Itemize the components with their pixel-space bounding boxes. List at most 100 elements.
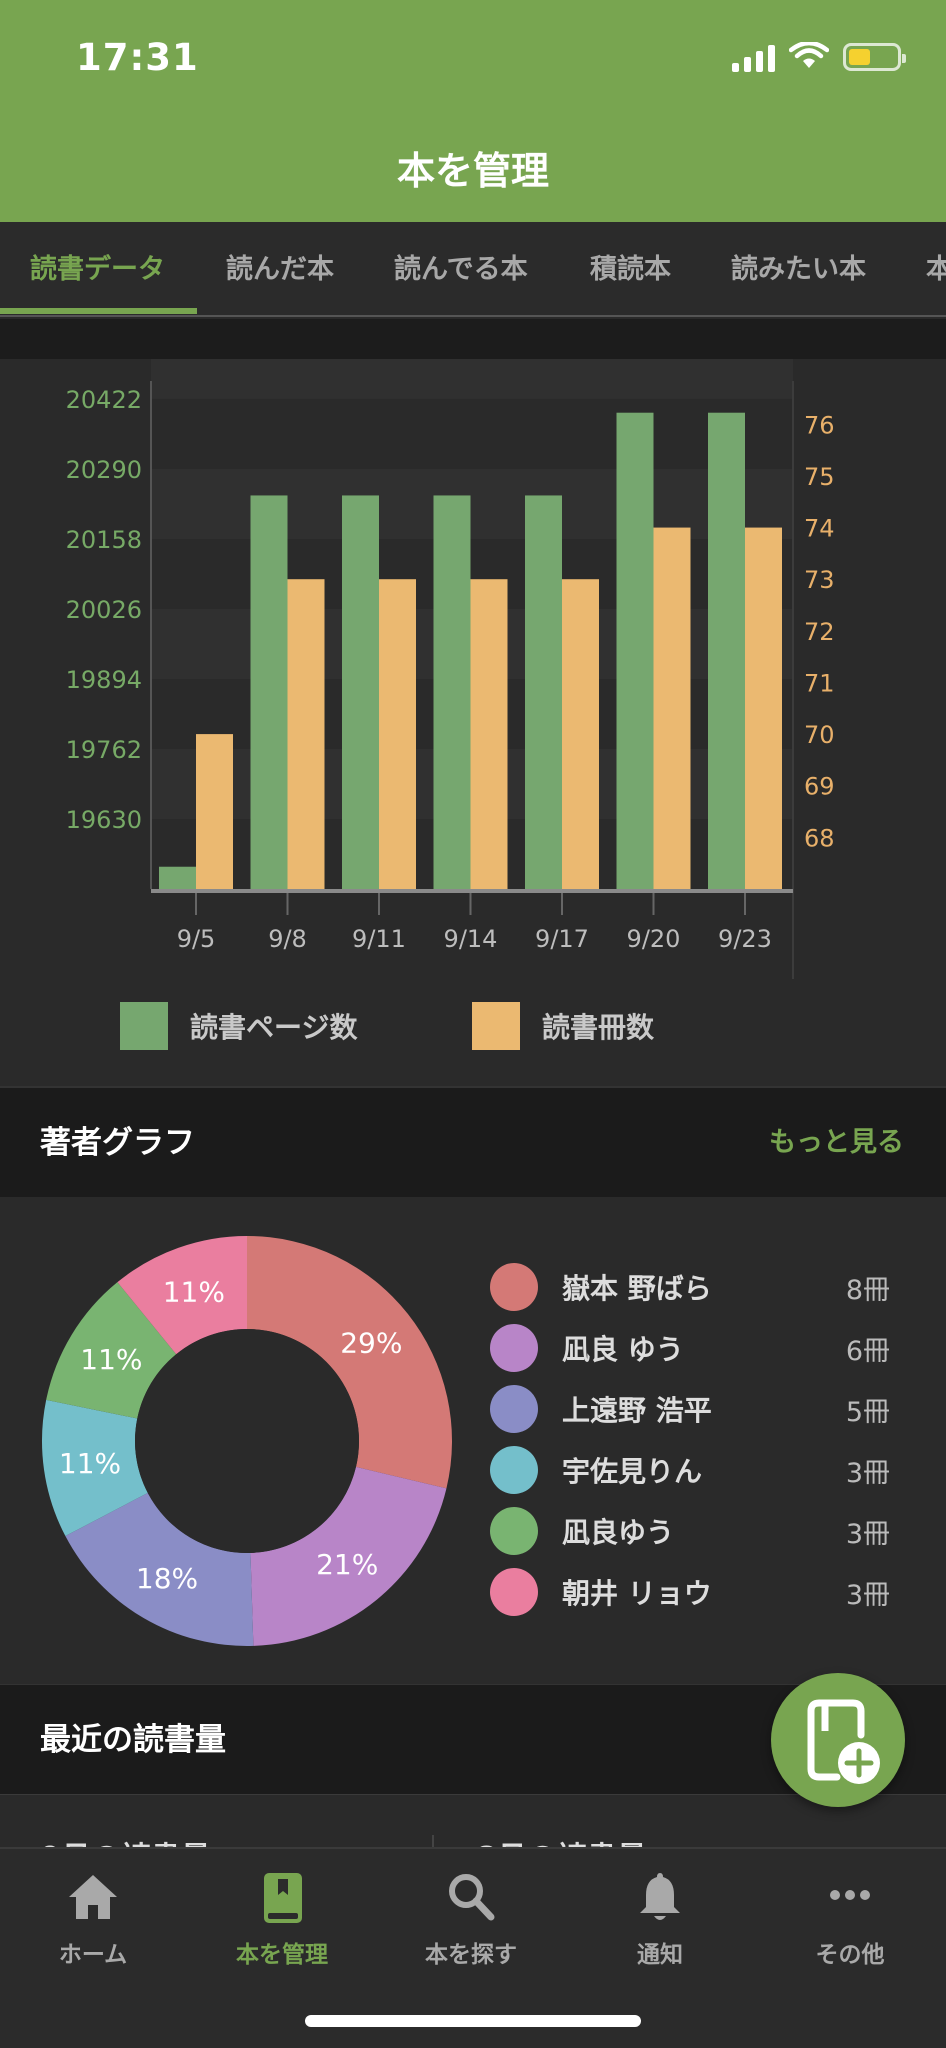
legend-label-books: 読書冊数 — [542, 1011, 655, 1044]
legend-label-pages: 読書ページ数 — [190, 1011, 358, 1044]
author-count: 3冊 — [845, 1518, 890, 1550]
bottom-tab-bar: ホーム 本を管理 本を探す 通知 その他 — [0, 1847, 946, 2048]
donut-hole — [135, 1329, 359, 1553]
author-row[interactable]: 凪良 ゆう 6冊 — [490, 1324, 890, 1372]
status-time: 17:31 — [76, 36, 199, 79]
signal-icon — [732, 42, 775, 72]
battery-level — [849, 49, 870, 65]
y-right-tick-label: 69 — [804, 773, 835, 801]
more-link[interactable]: もっと見る — [769, 1127, 904, 1158]
bar-books — [653, 527, 691, 889]
author-name: 宇佐見りん — [562, 1455, 703, 1488]
x-tick-label: 9/11 — [352, 925, 406, 953]
author-row[interactable]: 嶽本 野ばら 8冊 — [490, 1263, 890, 1311]
bar-pages — [159, 866, 196, 889]
tabbar-label: 本を管理 — [236, 1942, 328, 1968]
donut-slice — [65, 1492, 254, 1646]
bar-pages — [250, 495, 288, 889]
slice-percent-label: 18% — [136, 1562, 198, 1595]
wifi-icon — [789, 42, 829, 68]
slice-percent-label: 11% — [163, 1276, 225, 1309]
y-left-tick-label: 20026 — [66, 596, 142, 624]
y-right-tick-label: 75 — [804, 463, 835, 491]
tabbar-notifications[interactable]: 通知 — [565, 1869, 755, 1969]
donut-slice — [41, 1399, 148, 1537]
author-name: 上遠野 浩平 — [562, 1394, 712, 1427]
donut-slice — [250, 1466, 447, 1646]
slice-percent-label: 11% — [59, 1447, 121, 1480]
tabbar-home[interactable]: ホーム — [0, 1869, 188, 1969]
recent-section-title: 最近の読書量 — [40, 1722, 226, 1758]
bar-pages — [342, 495, 379, 889]
author-count: 8冊 — [845, 1274, 890, 1306]
bar-pages — [433, 495, 471, 889]
y-right-tick-label: 68 — [804, 824, 835, 852]
y-left-tick-label: 19894 — [66, 666, 142, 694]
divider — [432, 1835, 434, 1854]
x-tick-label: 9/20 — [627, 925, 681, 953]
y-right-tick-label: 74 — [804, 515, 835, 543]
author-name: 嶽本 野ばら — [562, 1272, 712, 1305]
tab-more-books[interactable]: 本 — [926, 222, 946, 315]
y-right-tick-label: 73 — [804, 566, 835, 594]
y-right-tick-label: 72 — [804, 618, 835, 646]
grid-band — [151, 468, 793, 539]
author-row[interactable]: 朝井 リョウ 3冊 — [490, 1568, 890, 1616]
author-section-title: 著者グラフ — [40, 1125, 195, 1161]
author-color-dot — [490, 1263, 538, 1311]
author-name: 凪良 ゆう — [562, 1333, 684, 1366]
tab-want-to-read[interactable]: 読みたい本 — [731, 254, 866, 285]
y-left-tick-label: 20290 — [66, 456, 142, 484]
bar-pages — [525, 495, 562, 889]
author-color-dot — [490, 1568, 538, 1616]
author-count: 3冊 — [845, 1579, 890, 1611]
donut-slice — [117, 1236, 247, 1355]
author-color-dot — [490, 1507, 538, 1555]
legend-swatch-books — [472, 1002, 520, 1050]
tabbar-other[interactable]: その他 — [755, 1869, 945, 1969]
bar-pages — [708, 412, 745, 889]
legend-pages: 読書ページ数 — [120, 1002, 357, 1050]
author-name: 朝井 リョウ — [562, 1577, 712, 1610]
bar-books — [470, 579, 508, 889]
legend-swatch-pages — [120, 1002, 168, 1050]
tab-reading-books[interactable]: 読んでる本 — [394, 254, 528, 285]
tabbar-search-books[interactable]: 本を探す — [376, 1869, 566, 1969]
author-count: 5冊 — [845, 1396, 890, 1428]
tabbar-manage-books[interactable]: 本を管理 — [187, 1869, 377, 1969]
x-tick-label: 9/17 — [535, 925, 589, 953]
battery-icon — [843, 43, 906, 71]
bar-books — [287, 579, 325, 889]
author-graph: 29% 21% 18% 11% 11% 11% 嶽本 野ばら 8冊 凪良 ゆう 6冊 上遠… — [0, 1197, 946, 1684]
author-count: 3冊 — [845, 1457, 890, 1489]
author-row[interactable]: 上遠野 浩平 5冊 — [490, 1385, 890, 1433]
donut-slice — [46, 1282, 177, 1419]
bar-books — [562, 579, 599, 889]
tab-read-books[interactable]: 読んだ本 — [226, 254, 334, 285]
author-name: 凪良ゆう — [562, 1516, 675, 1549]
donut-slice — [247, 1236, 452, 1489]
slice-percent-label: 29% — [340, 1327, 402, 1360]
tab-reading-data[interactable]: 読書データ — [30, 254, 165, 285]
home-indicator — [305, 2015, 641, 2027]
y-right-tick-label: 71 — [804, 669, 835, 697]
author-section-header: 著者グラフ もっと見る — [0, 1087, 946, 1197]
author-row[interactable]: 凪良ゆう 3冊 — [490, 1507, 890, 1555]
tabbar-label: 通知 — [637, 1942, 683, 1968]
y-left-tick-label: 20158 — [66, 526, 142, 554]
tab-tsundoku[interactable]: 積読本 — [590, 254, 671, 285]
add-book-button[interactable] — [771, 1673, 905, 1807]
active-tab-indicator — [0, 308, 197, 314]
y-right-tick-label: 70 — [804, 721, 835, 749]
x-tick-label: 9/14 — [444, 925, 498, 953]
slice-percent-label: 21% — [316, 1548, 378, 1581]
author-count: 6冊 — [845, 1335, 890, 1367]
x-tick-label: 9/8 — [268, 925, 307, 953]
tabbar-label: その他 — [815, 1942, 885, 1968]
bar-books — [379, 579, 416, 889]
search-icon — [449, 1874, 495, 1921]
slice-percent-label: 11% — [80, 1343, 142, 1376]
author-row[interactable]: 宇佐見りん 3冊 — [490, 1446, 890, 1494]
author-donut-chart: 29% 21% 18% 11% 11% 11% — [41, 1236, 452, 1646]
author-color-dot — [490, 1446, 538, 1494]
